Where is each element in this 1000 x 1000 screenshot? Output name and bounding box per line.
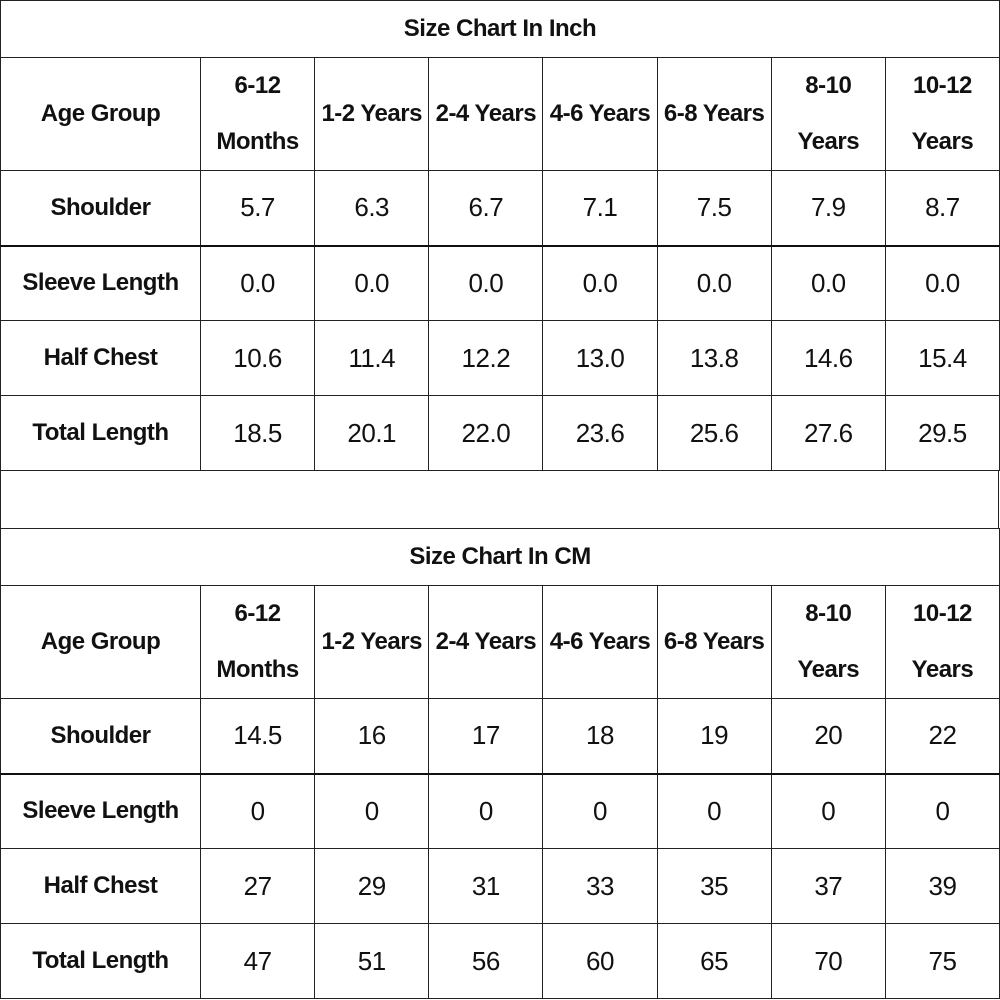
header-cell: 4-6 Years	[542, 57, 658, 171]
cell: 6.3	[314, 170, 430, 247]
cell: 16	[314, 698, 430, 775]
cell: 70	[770, 923, 886, 999]
cell: 25.6	[656, 395, 772, 471]
row-label: Total Length	[0, 923, 201, 999]
cell: 75	[884, 923, 1000, 999]
cell: 14.6	[770, 320, 886, 396]
header-cell: 1-2 Years	[314, 585, 430, 699]
cell: 12.2	[428, 320, 544, 396]
data-row: Sleeve Length 0 0 0 0 0 0 0	[0, 773, 1000, 849]
header-cell: 6-12 Months	[199, 585, 316, 699]
cell: 5.7	[199, 170, 316, 247]
row-label: Half Chest	[0, 320, 201, 396]
header-cell: 1-2 Years	[314, 57, 430, 171]
data-row: Sleeve Length 0.0 0.0 0.0 0.0 0.0 0.0 0.0	[0, 245, 1000, 321]
cell: 27.6	[770, 395, 886, 471]
table-title: Size Chart In CM	[0, 528, 1000, 586]
cell: 7.1	[542, 170, 658, 247]
cell: 17	[428, 698, 544, 775]
cell: 0.0	[428, 245, 544, 321]
cell: 20.1	[314, 395, 430, 471]
cell: 0.0	[656, 245, 772, 321]
cell: 56	[428, 923, 544, 999]
cell: 60	[542, 923, 658, 999]
spacer	[0, 471, 999, 528]
row-label: Sleeve Length	[0, 773, 201, 849]
cell: 39	[884, 848, 1000, 924]
cell: 0.0	[199, 245, 316, 321]
row-label: Sleeve Length	[0, 245, 201, 321]
cell: 0	[199, 773, 316, 849]
row-label: Shoulder	[0, 170, 201, 247]
cell: 7.5	[656, 170, 772, 247]
title-row: Size Chart In CM	[0, 528, 1000, 586]
header-cell: Age Group	[0, 585, 201, 699]
header-cell: 2-4 Years	[428, 57, 544, 171]
cell: 29.5	[884, 395, 1000, 471]
data-row: Shoulder 5.7 6.3 6.7 7.1 7.5 7.9 8.7	[0, 170, 1000, 247]
cell: 7.9	[770, 170, 886, 247]
cell: 65	[656, 923, 772, 999]
header-cell: 4-6 Years	[542, 585, 658, 699]
header-cell: 6-8 Years	[656, 57, 772, 171]
cell: 0	[314, 773, 430, 849]
cell: 0.0	[314, 245, 430, 321]
header-row: Age Group 6-12 Months 1-2 Years 2-4 Years 4-…	[0, 585, 1000, 699]
cell: 13.8	[656, 320, 772, 396]
cell: 11.4	[314, 320, 430, 396]
data-row: Half Chest 27 29 31 33 35 37 39	[0, 848, 1000, 924]
cell: 18	[542, 698, 658, 775]
cell: 8.7	[884, 170, 1000, 247]
cell: 33	[542, 848, 658, 924]
table-title: Size Chart In Inch	[0, 0, 1000, 58]
cell: 0.0	[770, 245, 886, 321]
data-row: Shoulder 14.5 16 17 18 19 20 22	[0, 698, 1000, 775]
cell: 15.4	[884, 320, 1000, 396]
cell: 20	[770, 698, 886, 775]
header-cell: 2-4 Years	[428, 585, 544, 699]
cell: 0.0	[542, 245, 658, 321]
header-cell: 10-12 Years	[884, 57, 1000, 171]
cell: 27	[199, 848, 316, 924]
cell: 23.6	[542, 395, 658, 471]
title-row: Size Chart In Inch	[0, 0, 1000, 58]
cell: 0	[770, 773, 886, 849]
cell: 18.5	[199, 395, 316, 471]
cell: 51	[314, 923, 430, 999]
cell: 13.0	[542, 320, 658, 396]
cell: 10.6	[199, 320, 316, 396]
header-cell: 10-12 Years	[884, 585, 1000, 699]
cell: 0	[428, 773, 544, 849]
cell: 22	[884, 698, 1000, 775]
cell: 0	[542, 773, 658, 849]
cell: 47	[199, 923, 316, 999]
header-cell: 8-10 Years	[770, 57, 886, 171]
header-cell: 6-12 Months	[199, 57, 316, 171]
header-row: Age Group 6-12 Months 1-2 Years 2-4 Years 4-…	[0, 57, 1000, 171]
size-table: Size Chart In CM Age Group 6-12 Months 1-2 …	[0, 528, 1000, 999]
row-label: Half Chest	[0, 848, 201, 924]
cell: 31	[428, 848, 544, 924]
row-label: Shoulder	[0, 698, 201, 775]
cell: 37	[770, 848, 886, 924]
data-row: Half Chest 10.6 11.4 12.2 13.0 13.8 14.6 15.4	[0, 320, 1000, 396]
cell: 6.7	[428, 170, 544, 247]
data-row: Total Length 47 51 56 60 65 70 75	[0, 923, 1000, 999]
cell: 29	[314, 848, 430, 924]
cell: 14.5	[199, 698, 316, 775]
data-row: Total Length 18.5 20.1 22.0 23.6 25.6 27.6 29.5	[0, 395, 1000, 471]
row-label: Total Length	[0, 395, 201, 471]
cell: 0	[884, 773, 1000, 849]
cell: 0.0	[884, 245, 1000, 321]
cell: 19	[656, 698, 772, 775]
header-cell: 8-10 Years	[770, 585, 886, 699]
header-cell: Age Group	[0, 57, 201, 171]
header-cell: 6-8 Years	[656, 585, 772, 699]
cell: 22.0	[428, 395, 544, 471]
cell: 35	[656, 848, 772, 924]
cell: 0	[656, 773, 772, 849]
size-table: Size Chart In Inch Age Group 6-12 Months 1-…	[0, 0, 1000, 471]
